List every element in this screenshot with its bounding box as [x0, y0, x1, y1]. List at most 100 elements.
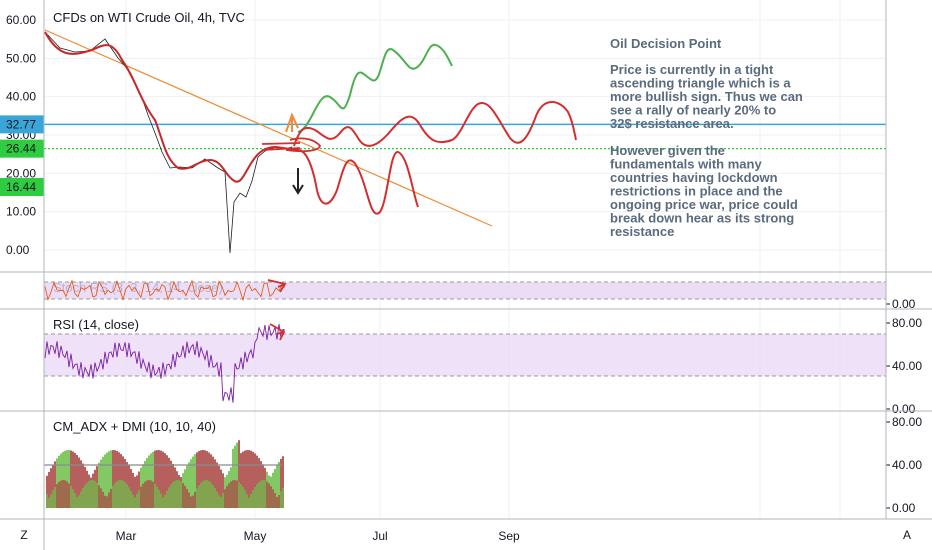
analysis-note-line: countries having lockdown: [610, 170, 778, 185]
adx-bar: [152, 451, 154, 508]
adx-bar: [250, 450, 252, 508]
adx-bar: [106, 452, 108, 508]
dmi-bar: [248, 497, 250, 508]
dmi-bar: [158, 489, 160, 508]
time-axis[interactable]: Mar May Jul Sep: [116, 529, 520, 543]
rsi-pane[interactable]: RSI (14, close) 80.00 40.00 0.00: [44, 316, 922, 416]
price-sketch-line: [44, 31, 299, 183]
dmi-bar: [80, 491, 82, 508]
price-axis-tick: 50.00: [6, 51, 36, 65]
adx-bar: [82, 463, 84, 508]
price-axis-tick: 20.00: [6, 166, 36, 180]
auto-scale-left-button[interactable]: Z: [20, 528, 28, 542]
price-tag-bg: [0, 115, 44, 134]
analysis-note-line: restrictions in place and the: [610, 184, 783, 199]
dmi-bar: [152, 481, 154, 508]
dmi-bar: [244, 490, 246, 508]
adx-bar: [238, 440, 240, 508]
analysis-note-title: Oil Decision Point: [610, 36, 722, 51]
dmi-bar: [266, 481, 268, 508]
dmi-bar: [82, 487, 84, 508]
dmi-bar: [262, 480, 264, 508]
dmi-bar: [274, 493, 276, 508]
dmi-bar: [46, 494, 48, 508]
adx-bar: [240, 453, 242, 508]
dmi-bar: [174, 480, 176, 508]
price-pane[interactable]: CFDs on WTI Crude Oil, 4h, TVC Oil Decis…: [44, 10, 886, 254]
dmi-bar: [242, 487, 244, 508]
adx-bar: [162, 451, 164, 508]
analysis-note-line: However given the: [610, 143, 725, 158]
stoch-rsi-pane[interactable]: Stoch RS (3, 3, 14, 14, close)0.00: [44, 279, 916, 311]
dmi-bar: [104, 495, 106, 508]
dmi-bar: [122, 480, 124, 508]
dmi-bar: [66, 481, 68, 508]
adx-bar: [192, 456, 194, 508]
adx-dmi-pane[interactable]: CM_ADX + DMI (10, 10, 40) 80.00 40.00 0.00: [44, 415, 922, 515]
analysis-note-line: ascending triangle which is a: [610, 76, 791, 91]
adx-bar: [282, 456, 284, 508]
adx-bar: [208, 452, 210, 508]
dmi-bar: [254, 486, 256, 508]
price-tag-label: 26.44: [6, 142, 36, 156]
analysis-note-line: see a rally of nearly 20% to: [610, 103, 776, 118]
dmi-bar: [250, 493, 252, 508]
adx-bar: [204, 450, 206, 508]
dmi-bar: [58, 481, 60, 508]
adx-bar: [202, 450, 204, 508]
adx-bar: [56, 458, 58, 508]
pane-axis-tick: 80.00: [892, 316, 922, 330]
dmi-bar: [146, 480, 148, 508]
dmi-bar: [140, 486, 142, 508]
price-tag: 26.44: [0, 139, 44, 158]
dmi-bar: [176, 480, 178, 508]
adx-bar: [278, 461, 280, 508]
dmi-bar: [162, 497, 164, 508]
adx-bar: [136, 475, 138, 508]
stoch-arrow-icon: [267, 279, 287, 293]
dmi-bar: [96, 482, 98, 508]
adx-bar: [76, 455, 78, 508]
dmi-bar: [132, 494, 134, 508]
adx-bar: [54, 461, 56, 508]
pane-axis-tick: 40.00: [892, 359, 922, 373]
dmi-bar: [276, 496, 278, 508]
price-tag: 32.77: [0, 115, 44, 134]
adx-bar: [58, 455, 60, 508]
pane-axis-tick: 0.00: [892, 402, 916, 416]
adx-bar: [212, 456, 214, 508]
auto-scale-right-button[interactable]: A: [902, 528, 911, 542]
adx-bar: [138, 471, 140, 508]
dmi-bar: [178, 480, 180, 508]
adx-bar: [218, 465, 220, 508]
adx-bar: [196, 452, 198, 508]
adx-bar: [72, 451, 74, 508]
price-tag: 16.44: [0, 177, 44, 196]
dmi-bar: [270, 486, 272, 508]
adx-bar: [222, 473, 224, 508]
dmi-bar: [52, 490, 54, 508]
adx-bar: [118, 452, 120, 508]
adx-bar: [128, 465, 130, 508]
dmi-bar: [74, 492, 76, 508]
rsi-arrow-icon: [269, 323, 286, 341]
dmi-bar: [188, 492, 190, 508]
down-arrow-icon: [292, 168, 304, 195]
adx-bar: [220, 469, 222, 508]
adx-bar: [80, 460, 82, 508]
dmi-bar: [86, 482, 88, 508]
dmi-bar: [196, 488, 198, 508]
descending-trendline: [44, 29, 493, 227]
adx-bar: [236, 442, 238, 508]
dmi-bar: [124, 482, 126, 508]
dmi-bar: [172, 482, 174, 508]
dmi-bar: [154, 483, 156, 508]
dmi-bar: [210, 482, 212, 508]
dmi-bar: [180, 481, 182, 508]
stoch-k-line: [44, 279, 286, 302]
adx-bar: [166, 455, 168, 508]
adx-bar: [216, 462, 218, 508]
adx-bar: [254, 453, 256, 508]
